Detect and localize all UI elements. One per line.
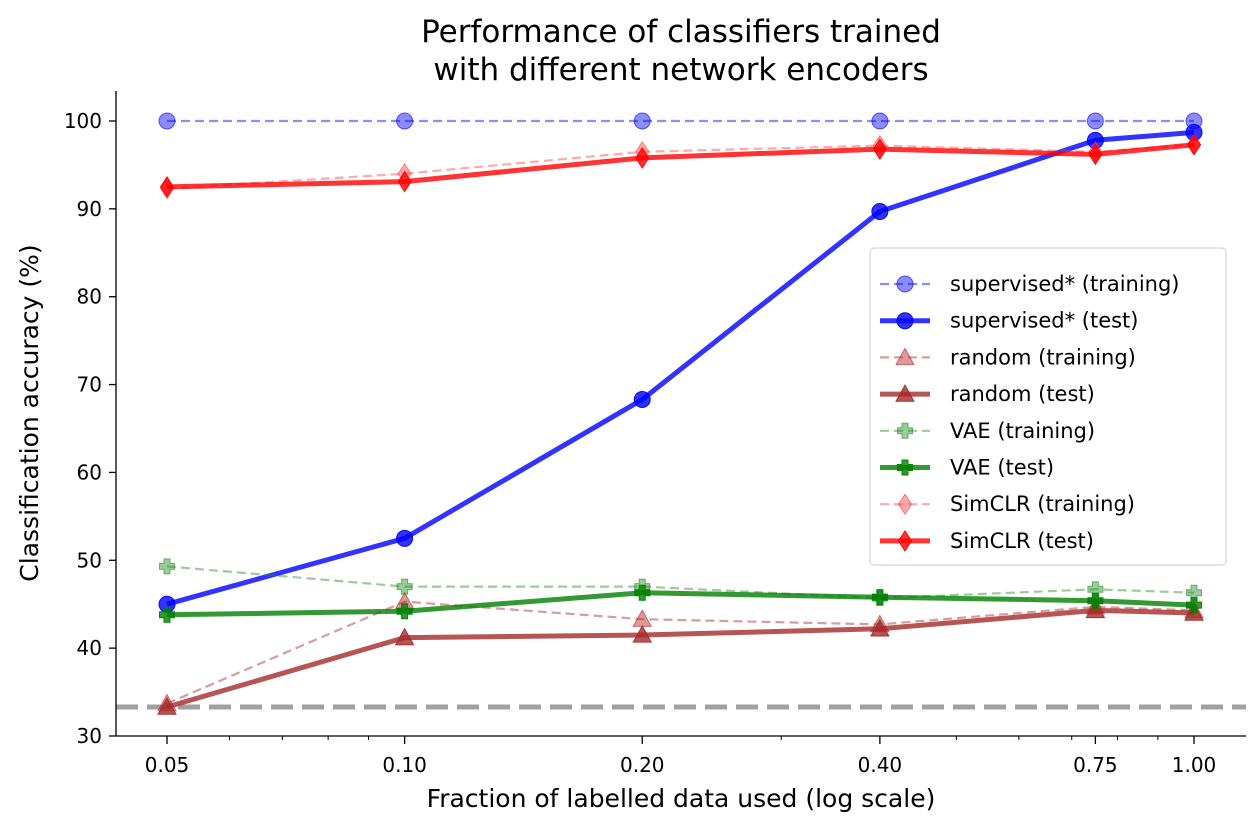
series-line [166,600,1195,705]
legend-item: random (training) [880,345,1136,369]
data-point [871,112,889,130]
series-line [166,129,1195,607]
data-point [396,529,414,547]
data-point [1086,112,1104,130]
data-point [632,624,653,643]
legend-label: supervised* (training) [950,272,1180,296]
legend-label: supervised* (test) [950,309,1138,333]
data-point [396,603,413,620]
legend-marker [895,347,915,366]
legend-marker [897,529,913,552]
data-point [157,696,177,715]
series-line [166,590,1195,618]
series-6 [159,133,1202,200]
legend-marker [897,422,913,439]
x-tick-label: 0.40 [858,753,903,777]
legend-item: supervised* (test) [880,309,1138,333]
series-7 [159,133,1202,198]
data-point [872,138,887,161]
legend-label: VAE (training) [950,419,1095,443]
data-point [396,578,413,595]
x-tick-label: 1.00 [1172,753,1217,777]
data-point [394,627,415,646]
data-point [397,170,412,193]
series-line [166,607,1195,710]
data-point [159,175,175,198]
y-ticks: 30 40 50 60 70 80 90 100 [64,109,116,748]
legend-marker [896,312,914,330]
data-point [159,558,175,575]
data-point [1088,143,1103,166]
data-point [1186,133,1202,156]
x-tick-label: 0.05 [145,753,190,777]
legend: supervised* (training) supervised* (test)… [869,247,1227,566]
data-point [635,146,650,169]
legend-label: SimCLR (training) [950,492,1135,516]
legend-item: SimCLR (training) [880,492,1135,516]
plot-area [116,112,1246,715]
data-point [871,202,889,220]
x-tick-label: 0.20 [620,753,665,777]
legend-item: supervised* (training) [880,272,1180,296]
legend-label: VAE (test) [950,456,1054,480]
data-point [633,391,651,409]
series-line [166,565,1195,600]
y-tick-label: 40 [77,636,102,660]
x-axis-label: Fraction of labelled data used (log scal… [427,784,936,813]
legend-marker [895,384,915,402]
series-0 [158,112,1203,130]
data-point [396,112,414,130]
data-point [633,112,651,130]
data-point [1186,597,1202,614]
data-point [634,584,651,601]
legend-item: SimCLR (test) [880,529,1094,553]
y-tick-label: 60 [77,460,102,484]
y-tick-label: 30 [77,724,102,748]
data-point [159,606,175,623]
legend-label: SimCLR (test) [950,529,1094,553]
series-5 [159,584,1202,623]
legend-marker [897,493,913,516]
y-axis-label: Classification accuracy (%) [15,244,44,581]
data-point [1085,600,1106,619]
legend-item: VAE (test) [880,456,1054,480]
y-tick-label: 80 [77,285,102,309]
data-point [158,112,176,130]
legend-marker [897,459,913,476]
chart-title-line-2: with different network encoders [433,52,928,88]
legend-label: random (test) [950,382,1095,406]
y-tick-label: 90 [77,197,102,221]
legend-item: random (test) [880,382,1095,406]
y-tick-label: 70 [77,373,102,397]
legend-marker [896,275,914,293]
data-point [871,589,888,606]
series-line [166,142,1195,190]
legend-box [869,247,1227,566]
x-ticks: 0.05 0.10 0.20 0.40 0.75 1.00 [145,736,1217,777]
legend-label: random (training) [950,345,1136,369]
series-3 [157,600,1204,715]
x-tick-label: 0.10 [382,753,427,777]
data-point [1087,592,1104,609]
legend-item: VAE (training) [880,419,1095,443]
x-tick-label: 0.75 [1073,753,1118,777]
y-tick-label: 100 [64,109,102,133]
y-tick-label: 50 [77,548,102,572]
chart-title-line-1: Performance of classifiers trained [421,14,941,50]
data-point [870,618,890,637]
